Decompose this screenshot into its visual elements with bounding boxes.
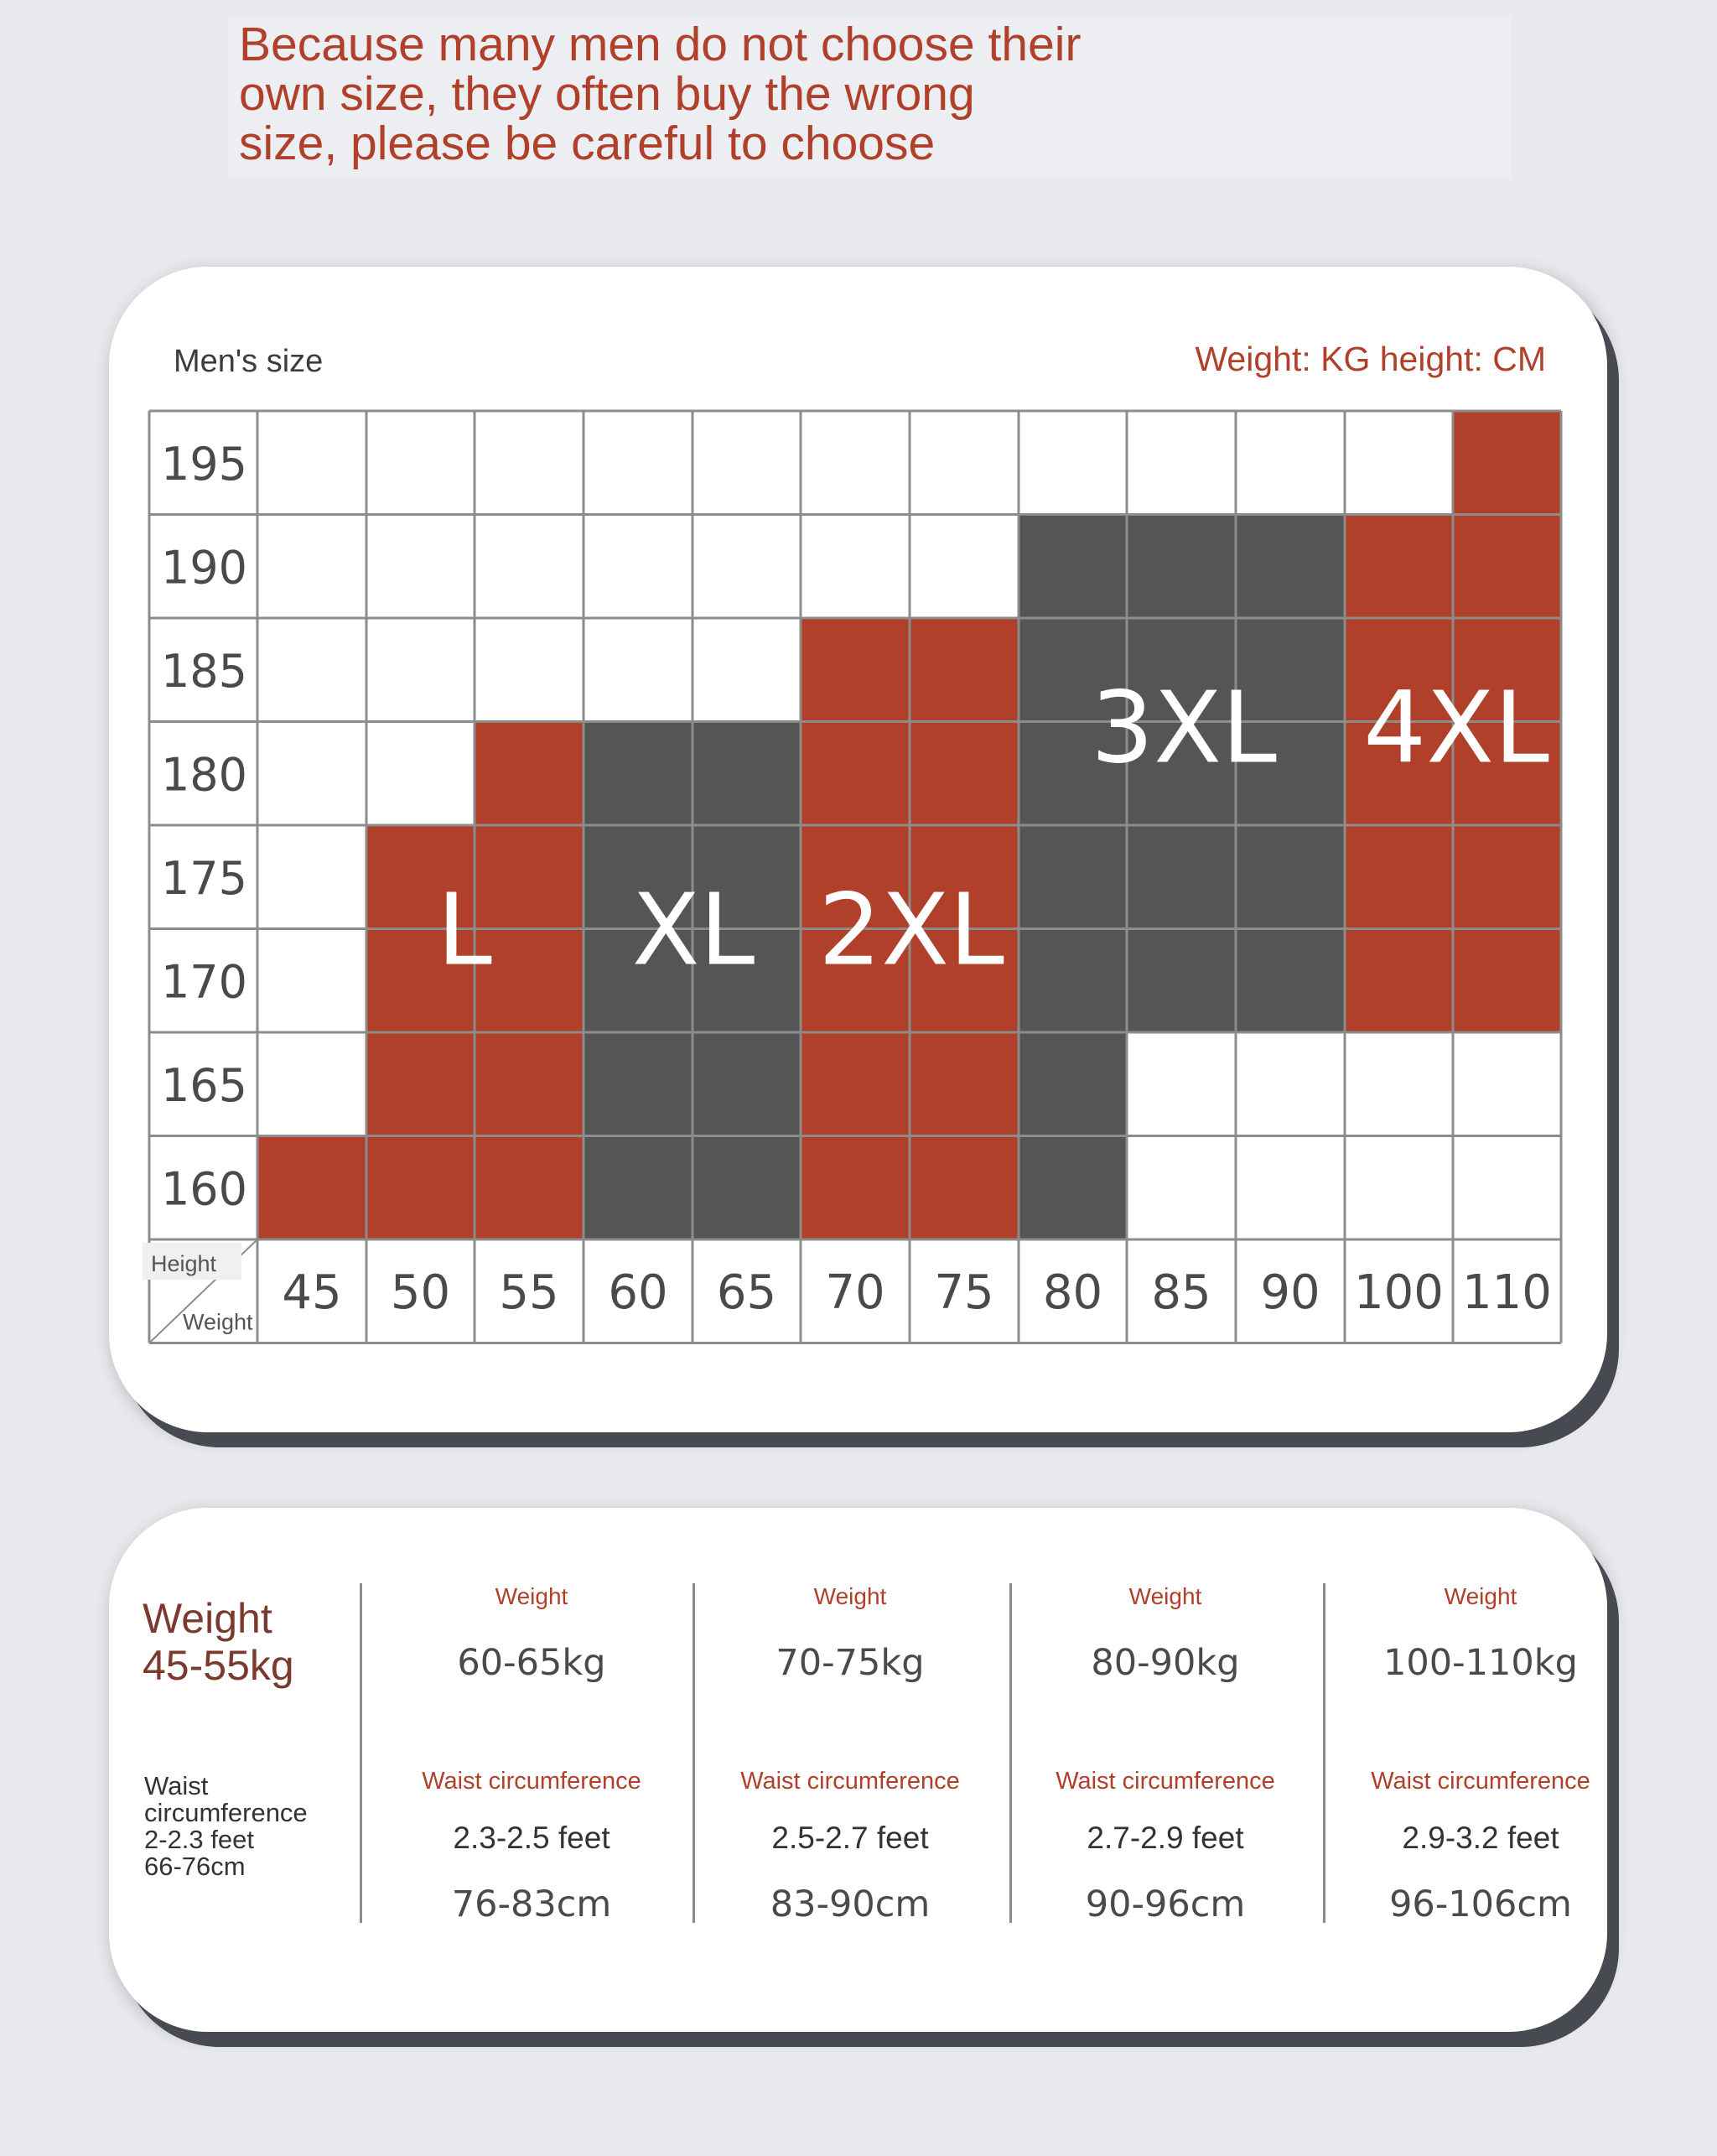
- waist-cm: 83-90cm: [770, 1883, 931, 1925]
- waist-label: Waist circumference: [422, 1768, 641, 1795]
- banner-line-2: own size, they often buy the wrong: [239, 67, 975, 121]
- weight-label: Weight: [495, 1583, 568, 1609]
- column-divider: [693, 1583, 695, 1923]
- banner-background: [228, 15, 1511, 179]
- chart-units: Weight: KG height: CM: [1195, 340, 1546, 378]
- column-divider: [1009, 1583, 1012, 1923]
- first-weight-title: Weight: [143, 1595, 272, 1642]
- weight-value: 60-65kg: [457, 1642, 606, 1684]
- column-divider: [360, 1583, 362, 1923]
- banner-line-3: size, please be careful to choose: [239, 117, 936, 170]
- first-waist-line-4: 66-76cm: [144, 1852, 246, 1881]
- first-waist-line-2: circumference: [144, 1798, 308, 1827]
- waist-feet: 2.3-2.5 feet: [453, 1821, 610, 1855]
- size-warning-banner: Because many men do not choose their own…: [239, 20, 1329, 169]
- weight-label: Weight: [1128, 1583, 1202, 1609]
- weight-label: Weight: [813, 1583, 887, 1609]
- waist-cm: 76-83cm: [451, 1883, 612, 1925]
- weight-value: 100-110kg: [1383, 1642, 1578, 1684]
- column-divider: [1323, 1583, 1325, 1923]
- weight-label: Weight: [1444, 1583, 1517, 1609]
- waist-feet: 2.9-3.2 feet: [1402, 1821, 1559, 1855]
- first-waist-info: Waist circumference 2-2.3 feet 66-76cm: [144, 1773, 345, 1880]
- waist-label: Waist circumference: [740, 1768, 960, 1795]
- weight-value: 70-75kg: [776, 1642, 925, 1684]
- banner-line-1: Because many men do not choose their: [239, 18, 1082, 71]
- waist-cm: 96-106cm: [1389, 1883, 1572, 1925]
- waist-label: Waist circumference: [1056, 1768, 1275, 1795]
- size-chart-card: [109, 267, 1607, 1432]
- first-weight-range: 45-55kg: [143, 1642, 294, 1689]
- size-details-card: [109, 1508, 1607, 2032]
- weight-value: 80-90kg: [1091, 1642, 1240, 1684]
- first-waist-line-3: 2-2.3 feet: [144, 1825, 254, 1854]
- waist-label: Waist circumference: [1371, 1768, 1590, 1795]
- first-waist-line-1: Waist: [144, 1771, 209, 1800]
- waist-feet: 2.7-2.9 feet: [1087, 1821, 1244, 1855]
- chart-title: Men's size: [174, 344, 324, 379]
- waist-feet: 2.5-2.7 feet: [771, 1821, 929, 1855]
- waist-cm: 90-96cm: [1085, 1883, 1246, 1925]
